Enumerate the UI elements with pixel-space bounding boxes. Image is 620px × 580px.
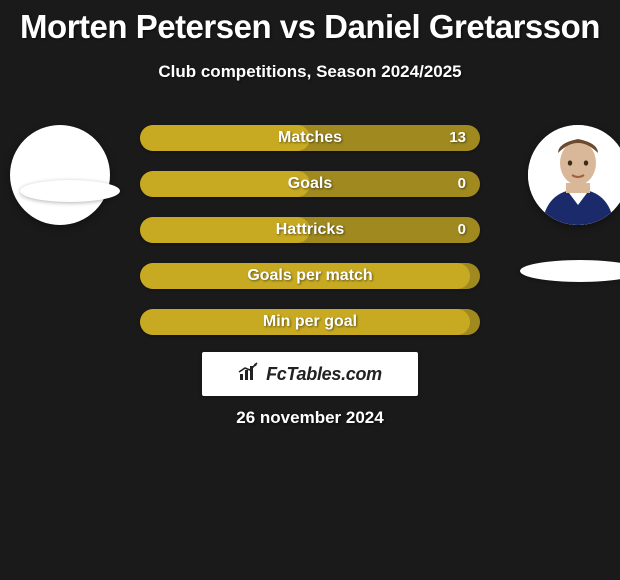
page-title: Morten Petersen vs Daniel Gretarsson: [0, 0, 620, 46]
player-photo-icon: [528, 125, 620, 225]
stat-value: 13: [449, 125, 466, 151]
chart-icon: [238, 362, 260, 387]
stat-value: 0: [458, 217, 466, 243]
stat-label: Matches: [140, 125, 480, 151]
stat-label: Goals per match: [140, 263, 480, 289]
player-right-flag: [520, 260, 620, 282]
player-left-avatar: [10, 125, 110, 225]
fctables-logo: FcTables.com: [202, 352, 418, 396]
stat-bar-matches: Matches 13: [140, 125, 480, 151]
subtitle: Club competitions, Season 2024/2025: [0, 62, 620, 82]
stat-bar-goals: Goals 0: [140, 171, 480, 197]
stat-label: Goals: [140, 171, 480, 197]
logo-text: FcTables.com: [266, 364, 382, 385]
stat-bar-hattricks: Hattricks 0: [140, 217, 480, 243]
stat-bar-goals-per-match: Goals per match: [140, 263, 480, 289]
stats-bars: Matches 13 Goals 0 Hattricks 0 Goals per…: [140, 125, 480, 355]
stat-label: Hattricks: [140, 217, 480, 243]
stat-label: Min per goal: [140, 309, 480, 335]
date-label: 26 november 2024: [0, 408, 620, 428]
player-right-avatar: [528, 125, 620, 225]
stat-bar-min-per-goal: Min per goal: [140, 309, 480, 335]
stat-value: 0: [458, 171, 466, 197]
player-left-flag: [20, 180, 120, 202]
